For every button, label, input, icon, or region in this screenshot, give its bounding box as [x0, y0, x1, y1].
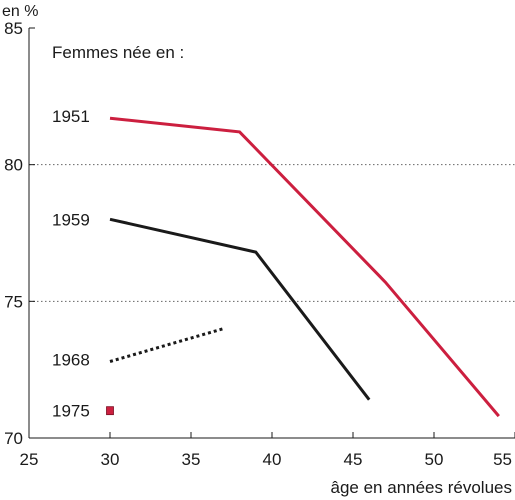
x-tick-label-35: 35: [182, 450, 201, 469]
line-1959: [109, 217, 371, 401]
series-label-1975: 1975: [52, 402, 90, 421]
x-tick-label-45: 45: [344, 450, 363, 469]
x-tick-label-50: 50: [425, 450, 444, 469]
y-tick-label-80: 80: [4, 156, 23, 175]
series-label-1959: 1959: [52, 210, 90, 229]
series-lines: [106, 116, 500, 418]
y-tick-label-75: 75: [4, 292, 23, 311]
gridlines: [29, 164, 515, 302]
x-tick-label-40: 40: [263, 450, 282, 469]
legend-title: Femmes née en :: [52, 43, 184, 62]
series-label-1951: 1951: [52, 107, 90, 126]
labels: 1951 1959 1968 1975: [52, 107, 90, 420]
y-tick-label-70: 70: [4, 429, 23, 448]
series-label-1968: 1968: [52, 350, 90, 369]
axes: 70 75 80 85 25 30 35 40 45 50 55: [4, 19, 515, 469]
marker-1975: [106, 406, 114, 416]
line-1951: [109, 116, 500, 418]
x-tick-label-30: 30: [101, 450, 120, 469]
x-tick-label-25: 25: [20, 450, 39, 469]
y-axis-label: en %: [2, 3, 38, 20]
x-axis-label: âge en années révolues: [331, 478, 512, 497]
y-tick-label-85: 85: [4, 19, 23, 38]
x-tick-label-55: 55: [493, 450, 512, 469]
line-1968: [109, 327, 224, 363]
